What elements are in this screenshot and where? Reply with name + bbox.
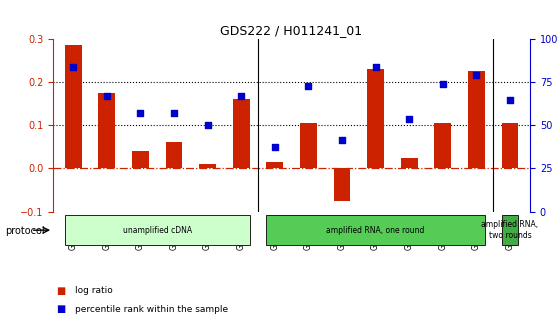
Bar — [65, 215, 249, 245]
Text: percentile rank within the sample: percentile rank within the sample — [75, 305, 228, 313]
Point — [304, 84, 313, 89]
Text: ■: ■ — [56, 304, 65, 314]
Point — [371, 64, 380, 70]
Point — [472, 73, 481, 78]
Bar — [266, 215, 485, 245]
Point — [203, 123, 212, 128]
Point — [338, 138, 347, 143]
Point — [136, 110, 145, 116]
Text: ■: ■ — [56, 286, 65, 296]
Text: amplified RNA,
two rounds: amplified RNA, two rounds — [482, 220, 538, 240]
Bar — [233, 99, 249, 168]
Point — [237, 93, 246, 98]
Bar — [300, 123, 317, 168]
Bar — [401, 158, 417, 168]
Bar — [199, 164, 216, 168]
Point — [170, 110, 179, 116]
Point — [405, 116, 413, 121]
Point — [438, 81, 447, 87]
Point — [69, 64, 78, 70]
Bar — [166, 142, 182, 168]
Bar — [502, 215, 518, 245]
Bar — [502, 123, 518, 168]
Bar — [65, 45, 81, 168]
Point — [506, 97, 514, 103]
Point — [102, 93, 111, 98]
Text: protocol: protocol — [6, 226, 45, 236]
Title: GDS222 / H011241_01: GDS222 / H011241_01 — [220, 25, 363, 38]
Text: log ratio: log ratio — [75, 286, 113, 295]
Text: unamplified cDNA: unamplified cDNA — [123, 226, 192, 235]
Bar — [367, 69, 384, 168]
Bar — [266, 162, 283, 168]
Bar — [132, 151, 149, 168]
Bar — [334, 168, 350, 201]
Bar — [98, 93, 115, 168]
Point — [270, 144, 279, 150]
Text: amplified RNA, one round: amplified RNA, one round — [326, 226, 425, 235]
Bar — [434, 123, 451, 168]
Bar — [468, 71, 485, 168]
